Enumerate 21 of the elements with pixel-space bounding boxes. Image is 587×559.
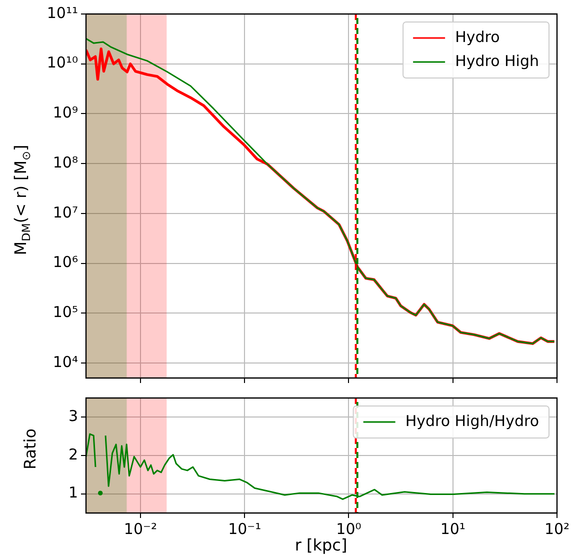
y-tick-label: 10⁶ xyxy=(52,253,78,272)
y-tick-label: 10¹¹ xyxy=(46,4,78,22)
x-tick-label: 10¹ xyxy=(440,520,466,538)
y-tick-label: 1 xyxy=(68,484,78,502)
legend-label: Hydro xyxy=(455,28,500,46)
y-tick-label: 2 xyxy=(68,445,78,464)
legend-label: Hydro High xyxy=(455,52,539,70)
y-tick-label: 10⁵ xyxy=(52,303,78,322)
x-tick-label: 10⁻² xyxy=(124,520,157,538)
x-tick-label: 10⁰ xyxy=(336,520,362,538)
x-tick-label: 10⁻¹ xyxy=(228,520,262,538)
y-axis-title: Ratio xyxy=(20,428,40,470)
y-tick-label: 3 xyxy=(68,407,78,426)
legend-label: Hydro High/Hydro xyxy=(405,412,540,430)
y-tick-label: 10⁷ xyxy=(52,203,78,222)
y-tick-label: 10⁴ xyxy=(52,352,78,371)
x-axis-title: r [kpc] xyxy=(294,536,348,554)
x-tick-label: 10² xyxy=(544,520,570,538)
y-tick-label: 10⁸ xyxy=(52,153,78,172)
y-tick-label: 10⁹ xyxy=(52,104,78,122)
y-tick-label: 10¹⁰ xyxy=(46,54,78,72)
